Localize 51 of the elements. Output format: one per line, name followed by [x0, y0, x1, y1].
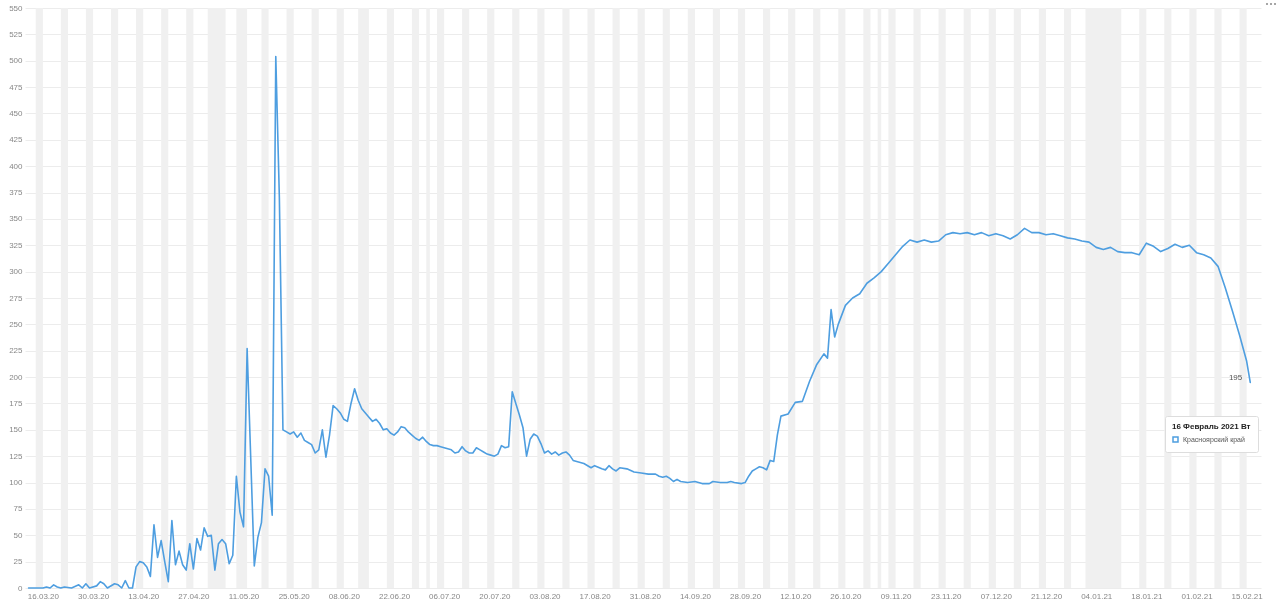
y-tick-label: 300 — [9, 267, 24, 277]
y-tick-label: 450 — [9, 108, 24, 118]
x-tick-label: 25.05.20 — [278, 591, 311, 601]
y-tick-label: 200 — [9, 372, 24, 382]
y-tick-label: 425 — [9, 135, 24, 145]
x-tick-label: 31.08.20 — [629, 591, 662, 601]
x-tick-label: 27.04.20 — [178, 591, 210, 601]
x-tick-label: 23.11.20 — [930, 591, 963, 601]
x-tick-label: 20.07.20 — [479, 591, 511, 601]
x-tick-label: 08.06.20 — [328, 591, 361, 601]
x-tick-label: 15.02.21 — [1231, 591, 1264, 601]
line-series — [27, 55, 1252, 589]
y-tick-label: 50 — [13, 530, 24, 540]
x-tick-label: 04.01.21 — [1081, 591, 1113, 601]
y-tick-label: 525 — [9, 29, 24, 39]
x-tick-label: 09.11.20 — [880, 591, 912, 601]
y-tick-label: 150 — [9, 425, 24, 435]
x-tick-label: 30.03.20 — [78, 591, 110, 601]
y-tick-label: 175 — [9, 398, 24, 408]
y-tick-label: 75 — [13, 504, 24, 514]
y-tick-label: 275 — [9, 293, 24, 303]
y-tick-label: 325 — [9, 240, 24, 250]
legend-title: 16 Февраль 2021 Вт — [1172, 422, 1251, 431]
x-tick-label: 17.08.20 — [579, 591, 612, 601]
y-tick-label: 100 — [9, 478, 24, 488]
x-tick-label: 14.09.20 — [679, 591, 712, 601]
x-tick-label: 22.06.20 — [378, 591, 411, 601]
x-tick-label: 13.04.20 — [128, 591, 160, 601]
x-tick-label: 26.10.20 — [830, 591, 863, 601]
y-tick-label: 25 — [13, 557, 24, 567]
y-tick-label: 0 — [18, 583, 24, 593]
y-tick-label: 350 — [9, 214, 24, 224]
y-tick-label: 250 — [9, 319, 24, 329]
x-tick-label: 03.08.20 — [529, 591, 562, 601]
y-tick-label: 550 — [9, 3, 24, 13]
x-tick-label: 11.05.20 — [228, 591, 260, 601]
x-tick-label: 06.07.20 — [429, 591, 461, 601]
y-tick-label: 500 — [9, 56, 24, 66]
y-tick-label: 400 — [9, 161, 24, 171]
x-tick-label: 01.02.21 — [1181, 591, 1214, 601]
x-tick-label: 18.01.21 — [1131, 591, 1163, 601]
x-tick-label: 28.09.20 — [730, 591, 762, 601]
y-tick-label: 125 — [9, 451, 24, 461]
x-tick-label: 07.12.20 — [980, 591, 1013, 601]
y-tick-label: 225 — [9, 346, 24, 356]
y-tick-label: 375 — [9, 188, 24, 198]
x-tick-label: 21.12.20 — [1030, 591, 1063, 601]
annotation: 195 — [1228, 373, 1243, 383]
x-tick-label: 16.03.20 — [27, 591, 60, 601]
y-tick-label: 475 — [9, 82, 24, 92]
x-tick-label: 12.10.20 — [780, 591, 812, 601]
